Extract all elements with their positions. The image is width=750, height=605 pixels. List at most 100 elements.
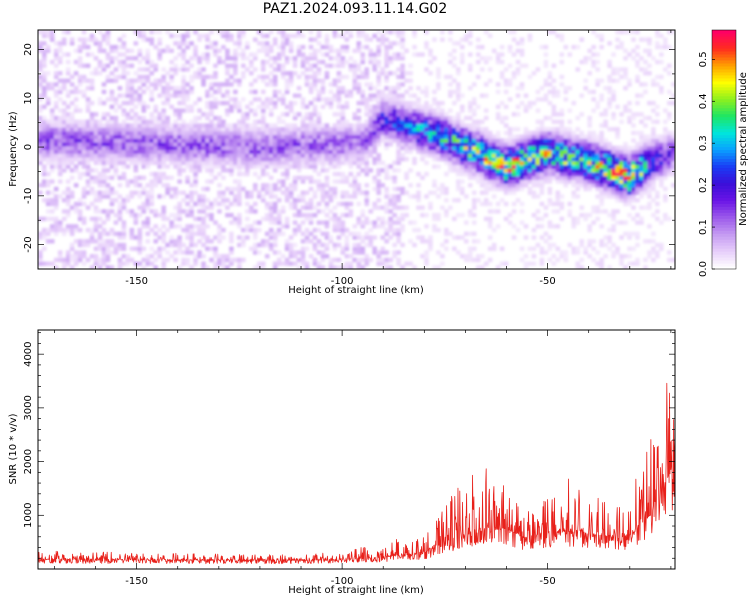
heatmap-cell (276, 216, 282, 222)
heatmap-cell (93, 56, 99, 61)
heatmap-cell (448, 134, 453, 139)
heatmap-cell (440, 108, 445, 113)
heatmap-cell (41, 89, 47, 95)
heatmap-cell (360, 257, 366, 263)
heatmap-cell (153, 257, 159, 263)
heatmap-cell (368, 145, 374, 151)
heatmap-cell (193, 134, 198, 139)
heatmap-cell (252, 231, 258, 236)
heatmap-cell (444, 209, 449, 214)
heatmap-cell (49, 82, 55, 87)
heatmap-cell (276, 127, 282, 132)
heatmap-cell (137, 138, 143, 143)
heatmap-cell (245, 224, 250, 229)
heatmap-cell (137, 153, 143, 158)
heatmap-cell (539, 86, 545, 91)
heatmap-cell (237, 171, 242, 177)
heatmap-cell (583, 212, 589, 218)
heatmap-cell (507, 78, 513, 83)
heatmap-cell (380, 71, 385, 76)
heatmap-cell (260, 160, 266, 166)
heatmap-cell (97, 209, 103, 214)
heatmap-cell (519, 138, 525, 143)
heatmap-cell (149, 156, 155, 162)
heatmap-cell (396, 134, 401, 139)
heatmap-cell (559, 205, 565, 210)
heatmap-cell (416, 142, 421, 147)
heatmap-cell (38, 235, 43, 240)
heatmap-cell (635, 168, 640, 173)
heatmap-cell (320, 153, 326, 158)
heatmap-cell (209, 168, 214, 173)
heatmap-cell (579, 257, 585, 263)
heatmap-cell (428, 71, 433, 76)
heatmap-cell (113, 171, 119, 177)
heatmap-cell (161, 156, 166, 162)
heatmap-cell (284, 198, 290, 203)
heatmap-cell (45, 156, 51, 162)
heatmap-cell (428, 127, 433, 132)
heatmap-cell (515, 142, 521, 147)
heatmap-cell (209, 164, 214, 169)
heatmap-cell (189, 164, 194, 169)
heatmap-cell (193, 190, 198, 195)
heatmap-cell (141, 134, 147, 139)
heatmap-cell (392, 86, 397, 91)
heatmap-cell (77, 138, 83, 143)
heatmap-cell (460, 44, 465, 50)
heatmap-cell (133, 71, 139, 76)
heatmap-cell (503, 183, 509, 188)
heatmap-cell (416, 190, 421, 195)
heatmap-cell (607, 153, 612, 158)
heatmap-cell (185, 30, 190, 35)
heatmap-cell (400, 108, 405, 113)
heatmap-cell (157, 160, 163, 166)
heatmap-cell (157, 250, 163, 255)
heatmap-cell (141, 209, 147, 214)
heatmap-cell (268, 63, 274, 68)
heatmap-cell (643, 142, 648, 147)
heatmap-cell (145, 194, 151, 199)
heatmap-cell (101, 33, 107, 39)
heatmap-cell (189, 235, 194, 240)
heatmap-cell (209, 82, 214, 87)
heatmap-cell (404, 134, 409, 139)
heatmap-cell (531, 175, 537, 180)
heatmap-cell (49, 30, 55, 35)
heatmap-cell (185, 160, 190, 166)
heatmap-cell (229, 164, 234, 169)
heatmap-cell (53, 156, 59, 162)
heatmap-cell (157, 127, 163, 132)
heatmap-cell (483, 108, 489, 113)
heatmap-cell (53, 104, 59, 110)
heatmap-cell (213, 246, 218, 251)
heatmap-cell (603, 149, 608, 154)
heatmap-cell (388, 235, 393, 240)
heatmap-cell (639, 119, 644, 124)
heatmap-cell (643, 257, 648, 263)
heatmap-cell (495, 138, 501, 143)
heatmap-cell (205, 156, 210, 162)
heatmap-cell (635, 93, 640, 98)
heatmap-cell (81, 142, 87, 147)
heatmap-cell (292, 261, 298, 266)
heatmap-cell (181, 127, 186, 132)
heatmap-cell (89, 227, 95, 233)
heatmap-cell (400, 119, 405, 124)
heatmap-cell (643, 168, 648, 173)
heatmap-cell (567, 149, 573, 154)
heatmap-cell (109, 115, 115, 121)
heatmap-cell (356, 67, 362, 72)
heatmap-cell (380, 37, 385, 42)
heatmap-cell (320, 59, 326, 65)
heatmap-cell (233, 201, 238, 207)
heatmap-cell (284, 194, 290, 199)
heatmap-cell (583, 56, 589, 61)
heatmap-cell (153, 171, 159, 177)
heatmap-cell (631, 145, 636, 151)
heatmap-cell (225, 145, 230, 151)
heatmap-cell (635, 186, 640, 192)
heatmap-cell (145, 138, 151, 143)
heatmap-cell (408, 168, 413, 173)
heatmap-cell (380, 235, 385, 240)
